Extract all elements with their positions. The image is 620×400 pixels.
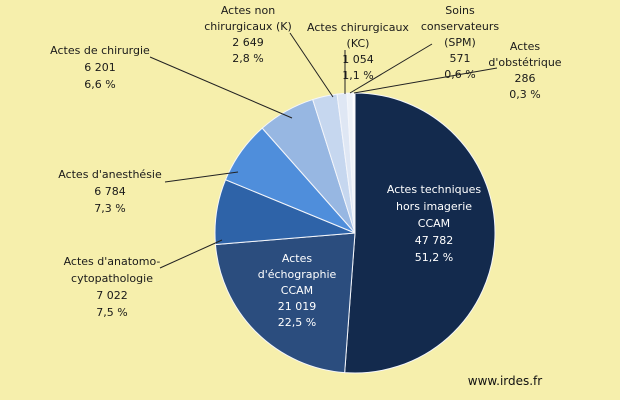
- category-label: Actes d'anesthésie: [58, 168, 162, 181]
- category-label: (KC): [347, 37, 370, 50]
- slice-label: Actes techniques hors imagerie CCAM 47 782 5…: [387, 183, 482, 264]
- slice-label: Actes d'anesthésie 6 784 7,3 %: [58, 168, 162, 215]
- leader-line: [353, 67, 498, 94]
- value-label: 7,3 %: [94, 202, 125, 215]
- slice-label: Actes d'anatomo-cytopathologie 7 022 7,5 %: [64, 255, 161, 319]
- category-label: Actes techniques: [387, 183, 482, 196]
- category-label: d'obstétrique: [488, 56, 561, 69]
- category-label: Actes: [282, 252, 312, 265]
- value-label: 6 201: [84, 61, 116, 74]
- pie-slice: [214, 232, 356, 374]
- value-label: 21 019: [278, 300, 317, 313]
- value-label: 47 782: [415, 234, 454, 247]
- value-label: 1 054: [342, 53, 374, 66]
- category-label: CCAM: [418, 217, 450, 230]
- value-label: 1,1 %: [342, 69, 373, 82]
- leader-line: [349, 43, 433, 94]
- category-label: chirurgicaux (K): [204, 20, 292, 33]
- category-label: conservateurs: [421, 20, 500, 33]
- slice-label: Actes chirurgicaux (KC) 1 054 1,1 %: [307, 21, 409, 82]
- category-label: Actes d'anatomo-: [64, 255, 161, 268]
- category-label: Actes chirurgicaux: [307, 21, 409, 34]
- slice-label: Actes d'obstétrique 286 0,3 %: [488, 40, 561, 101]
- leader-line: [289, 32, 334, 98]
- pie-slice: [344, 92, 496, 374]
- value-label: 0,3 %: [509, 88, 540, 101]
- value-label: 286: [515, 72, 536, 85]
- category-label: Actes: [510, 40, 540, 53]
- value-label: 7,5 %: [96, 306, 127, 319]
- slice-label: Actes de chirurgie 6 201 6,6 %: [50, 44, 150, 91]
- category-label: (SPM): [444, 36, 476, 49]
- category-label: Soins: [445, 4, 475, 17]
- leader-line: [164, 171, 239, 183]
- slice-label: Actes non chirurgicaux (K) 2 649 2,8 %: [204, 4, 292, 65]
- category-label: d'échographie: [258, 268, 337, 281]
- value-label: 6 784: [94, 185, 126, 198]
- leader-line: [159, 239, 223, 269]
- value-label: 22,5 %: [278, 316, 316, 329]
- value-label: 7 022: [96, 289, 128, 302]
- value-label: 2,8 %: [232, 52, 263, 65]
- value-label: 6,6 %: [84, 78, 115, 91]
- category-label: cytopathologie: [71, 272, 153, 285]
- leader-line: [149, 56, 293, 119]
- slice-label: Actes d'échographie CCAM 21 019 22,5 %: [258, 252, 337, 329]
- category-label: CCAM: [281, 284, 313, 297]
- source: www.irdes.fr: [468, 374, 543, 388]
- value-label: 51,2 %: [415, 251, 453, 264]
- category-label: Actes non: [221, 4, 275, 17]
- category-label: Actes de chirurgie: [50, 44, 150, 57]
- value-label: 571: [450, 52, 471, 65]
- category-label: hors imagerie: [396, 200, 472, 213]
- value-label: 2 649: [232, 36, 264, 49]
